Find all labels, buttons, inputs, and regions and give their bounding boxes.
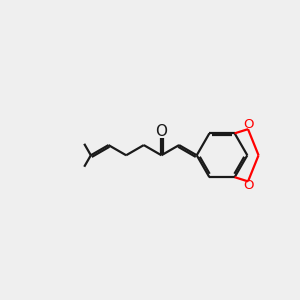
Text: O: O	[243, 179, 254, 193]
Text: O: O	[243, 118, 254, 131]
Text: O: O	[155, 124, 167, 139]
